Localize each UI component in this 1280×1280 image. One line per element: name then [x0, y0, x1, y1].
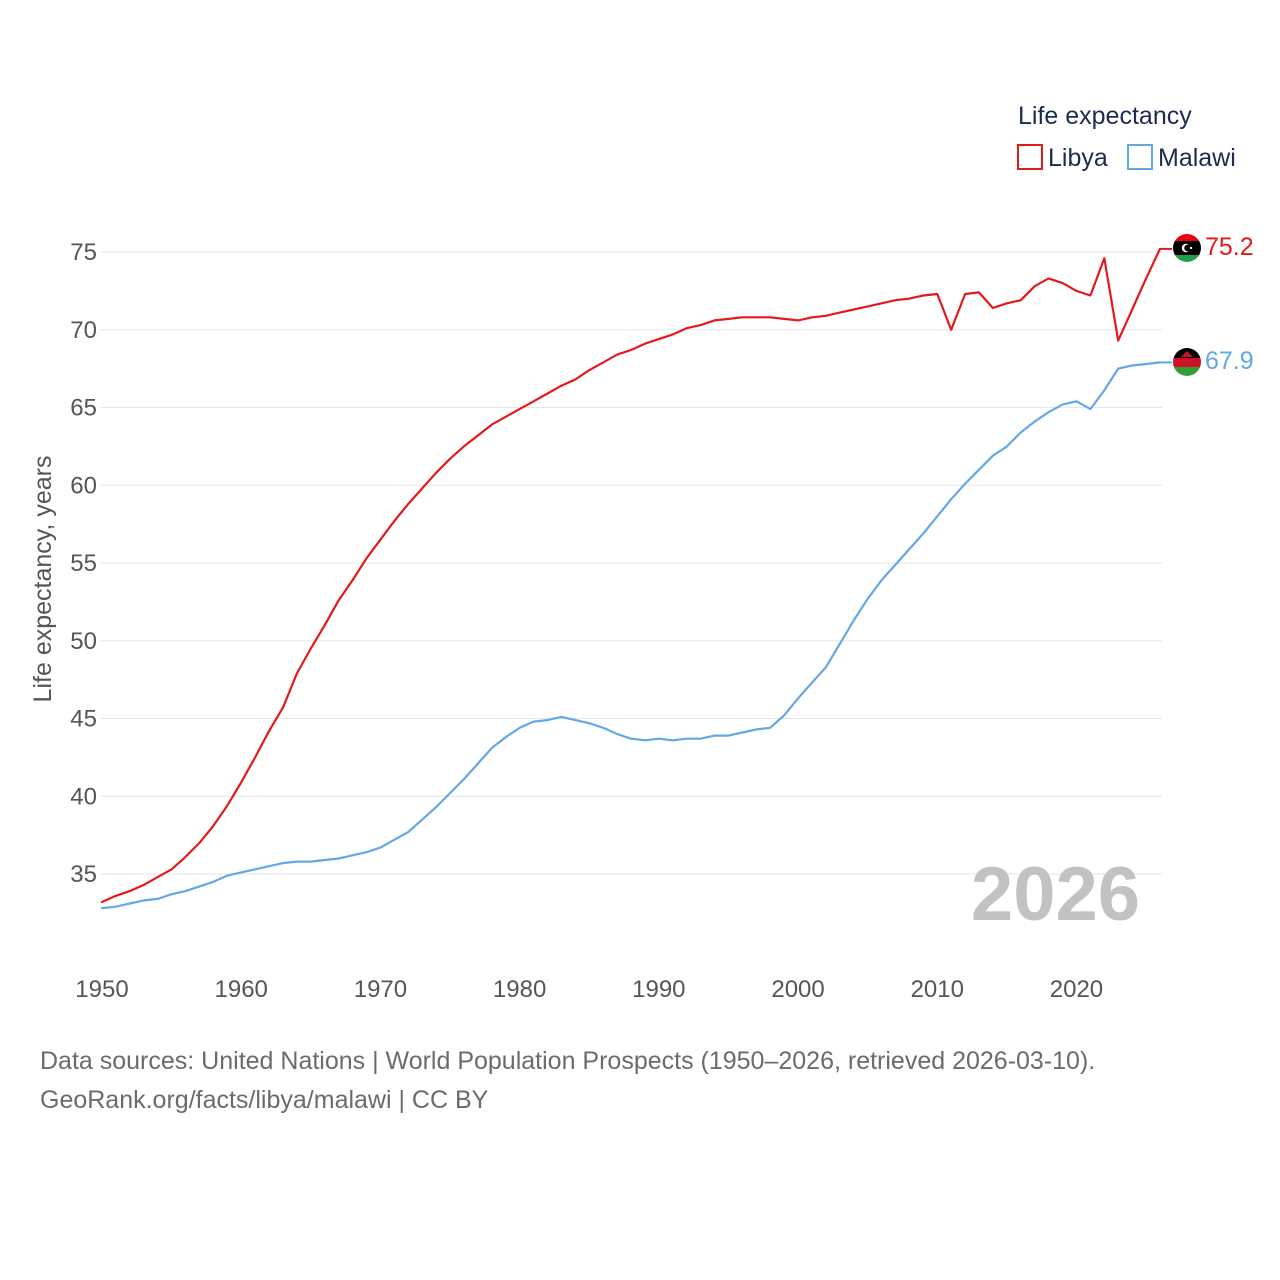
x-tick-label-1970: 1970: [354, 976, 407, 1003]
malawi-flag-icon: [1173, 348, 1201, 376]
libya-end-value: 75.2: [1205, 233, 1254, 261]
attribution-text: GeoRank.org/facts/libya/malawi | CC BY: [40, 1086, 489, 1114]
malawi-end-value: 67.9: [1205, 347, 1254, 375]
libya-flag-icon: [1173, 234, 1201, 262]
series-lines: [100, 247, 1172, 910]
gridlines: [100, 251, 1162, 875]
y-tick-label-35: 35: [70, 861, 97, 888]
legend-item-libya[interactable]: Libya: [1017, 144, 1108, 172]
legend-label-libya: Libya: [1048, 144, 1108, 172]
y-tick-label-65: 65: [70, 395, 97, 422]
legend-swatch-malawi: [1127, 144, 1153, 170]
x-tick-label-2010: 2010: [911, 976, 964, 1003]
y-tick-label-50: 50: [70, 628, 97, 655]
y-tick-label-60: 60: [70, 472, 97, 499]
series-line-libya: [100, 247, 1162, 904]
x-tick-label-1980: 1980: [493, 976, 546, 1003]
legend[interactable]: Life expectancy Libya Malawi: [1017, 102, 1236, 172]
y-tick-label-55: 55: [70, 550, 97, 577]
legend-swatch-libya: [1017, 144, 1043, 170]
data-source-text: Data sources: United Nations | World Pop…: [40, 1047, 1096, 1075]
y-axis-ticks: 35 40 45 50 55 60 65 70 75: [70, 239, 97, 888]
y-tick-label-75: 75: [70, 239, 97, 266]
y-tick-label-70: 70: [70, 317, 97, 344]
legend-title: Life expectancy: [1018, 102, 1192, 130]
x-axis-ticks: 1950 1960 1970 1980 1990 2000 2010 2020: [75, 976, 1103, 1003]
legend-label-malawi: Malawi: [1158, 144, 1236, 172]
x-tick-label-1990: 1990: [632, 976, 685, 1003]
x-tick-label-2000: 2000: [771, 976, 824, 1003]
x-tick-label-1950: 1950: [75, 976, 128, 1003]
x-tick-label-2020: 2020: [1050, 976, 1103, 1003]
y-tick-label-45: 45: [70, 706, 97, 733]
series-line-malawi: [100, 361, 1162, 910]
y-tick-label-40: 40: [70, 783, 97, 810]
current-year-label: 2026: [971, 852, 1140, 937]
source-footer: Data sources: United Nations | World Pop…: [40, 1042, 1240, 1120]
legend-item-malawi[interactable]: Malawi: [1127, 144, 1236, 172]
x-tick-label-1960: 1960: [215, 976, 268, 1003]
y-axis-title: Life expectancy, years: [29, 456, 57, 703]
life-expectancy-chart: 35 40 45 50 55 60 65 70 75 1950 1960 1970 1980 1990 2…: [29, 102, 1254, 1003]
